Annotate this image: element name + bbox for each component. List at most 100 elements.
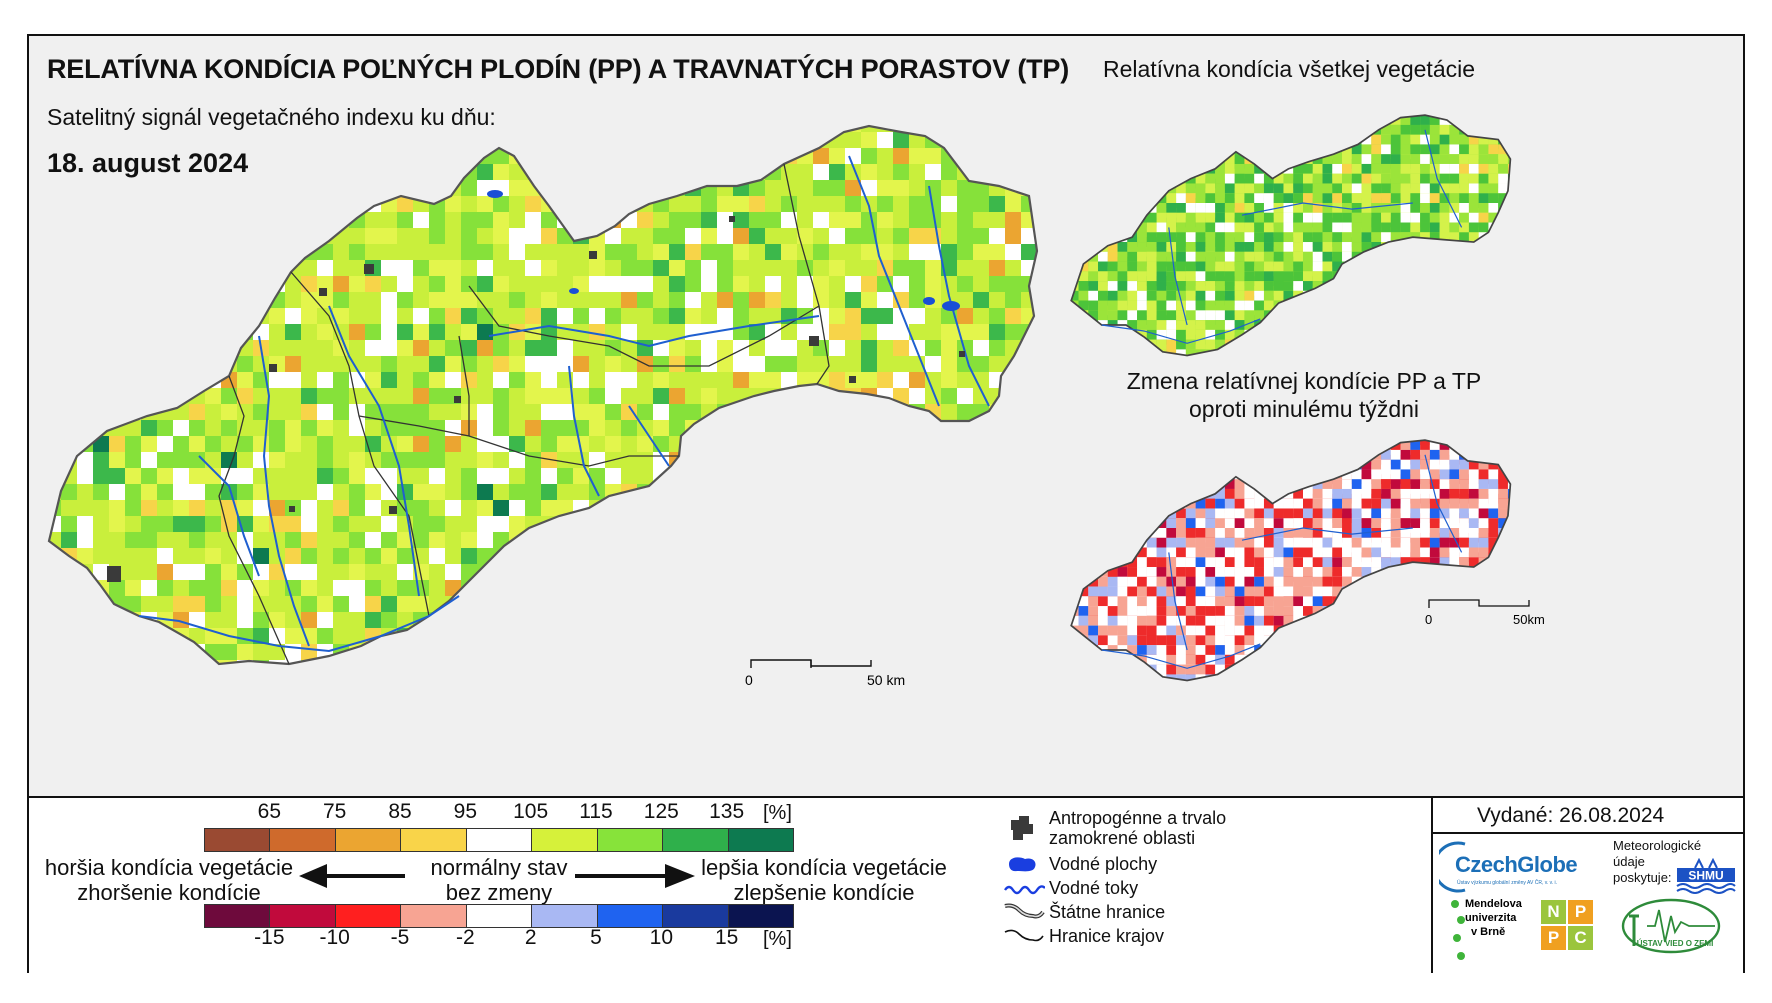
condBar-segment (728, 829, 793, 851)
chgTicks-label: -10 (319, 926, 350, 949)
condBar-segment (401, 829, 467, 851)
left-arrow-icon (299, 864, 405, 888)
chgTicks-label: 10 (649, 926, 674, 949)
uvz-label: ÚSTAV VIED O ZEMI (1637, 939, 1714, 948)
chgTicks-label: -2 (455, 926, 475, 949)
key-state-borders: Štátne hranice (1049, 902, 1166, 922)
chgBar-segment (401, 905, 467, 927)
condition-color-bar (204, 828, 794, 852)
legend-panel: 65 75 85 95 105 115 125 135 [%] horšia kondícia… (29, 796, 1743, 973)
chgBar-segment (728, 905, 793, 927)
condBar-segment (597, 829, 664, 851)
water-stream-icon (1004, 885, 1045, 895)
condTicks-label: 95 (453, 800, 478, 823)
key-region-borders: Hranice krajov (1049, 926, 1165, 946)
inset-scale-bar (1428, 599, 1530, 608)
condTicks-label: 115 (579, 800, 613, 823)
main-scale-bar (750, 659, 872, 668)
chgBar-segment (466, 905, 533, 927)
condTicks-label: 135 (709, 800, 745, 823)
nppc-p1: P (1568, 900, 1593, 924)
water-bodies-main (487, 190, 960, 311)
chgTicks-label: 5 (590, 926, 602, 949)
page-title: RELATÍVNA KONDÍCIA POĽNÝCH PLODÍN (PP) A… (47, 54, 1070, 84)
key-water-bodies: Vodné plochy (1049, 854, 1158, 874)
key-water-streams: Vodné toky (1049, 878, 1139, 898)
condBar-segment (532, 829, 598, 851)
condTicks-label: 65 (257, 800, 282, 823)
condBar-segment (466, 829, 533, 851)
mendel-line-2: univerzita (1465, 912, 1517, 924)
change-unit: [%] (763, 928, 792, 950)
inset-all-vegetation-title: Relatívna kondícia všetkej vegetácie (1102, 56, 1476, 82)
chgBar-segment (663, 905, 729, 927)
page-subtitle: Satelitný signál vegetačného indexu ku d… (47, 104, 496, 130)
chgBar-segment (270, 905, 336, 927)
state-border-icon (1004, 903, 1045, 919)
condTicks-label: 105 (513, 800, 549, 823)
condition-unit: [%] (763, 802, 792, 824)
worse-label-2: zhoršenie kondície (77, 880, 261, 905)
legend-separator (1431, 798, 1433, 973)
meteo-line-2: údaje (1613, 854, 1645, 869)
chgBar-segment (205, 905, 271, 927)
czechglobe-logo-icon (1439, 841, 1466, 893)
better-label-2: zlepšenie kondície (733, 880, 915, 905)
issued-underline (1433, 832, 1743, 834)
key-anthropogenic-2: zamokrené oblasti (1049, 828, 1196, 848)
condBar-segment (205, 829, 271, 851)
nppc-logo: N P P C (1541, 900, 1593, 950)
change-color-bar (204, 904, 794, 928)
meteo-line-1: Meteorologické (1613, 838, 1702, 853)
inset-all-vegetation-map (1070, 114, 1512, 357)
chgBar-segment (532, 905, 598, 927)
chgTicks-label: -5 (390, 926, 410, 949)
key-anthropogenic-1: Antropogénne a trvalo (1049, 808, 1227, 828)
issued-date: Vydané: 26.08.2024 (1477, 804, 1665, 827)
inset-scale-end: 50km (1513, 612, 1545, 627)
nppc-n: N (1541, 900, 1566, 924)
czechglobe-subtitle: Ústav výzkumu globální změny AV ČR, v. v… (1457, 880, 1558, 886)
mendel-logo-icon (1451, 900, 1465, 960)
mendel-line-3: v Brně (1471, 926, 1506, 938)
chgTicks-label: -15 (254, 926, 285, 949)
inset-change-title-line1: Zmena relatívnej kondície PP a TP (1126, 368, 1482, 394)
condBar-segment (663, 829, 729, 851)
region-borders-main (218, 163, 830, 665)
data-date: 18. august 2024 (47, 148, 249, 178)
shmu-label: SHMU (1688, 869, 1723, 883)
condBar-segment (270, 829, 336, 851)
condTicks-label: 85 (388, 800, 412, 823)
condTicks-label: 75 (322, 800, 347, 823)
main-scale-zero: 0 (745, 672, 753, 688)
better-label-1: lepšia kondícia vegetácie (701, 855, 947, 880)
normal-label-1: normálny stav (430, 855, 568, 880)
worse-label-1: horšia kondícia vegetácie (44, 855, 294, 880)
chgBar-segment (597, 905, 664, 927)
water-body-icon (1009, 857, 1036, 872)
main-condition-map (47, 124, 1039, 666)
inset-change-map (1070, 439, 1512, 682)
uvz-logo-icon: ÚSTAV VIED O ZEMI (1621, 898, 1721, 954)
inset-change-title-line2: oproti minulému týždni (1188, 396, 1420, 422)
main-scale-end: 50 km (867, 672, 906, 688)
nppc-c: C (1568, 926, 1593, 950)
meteo-line-3: poskytuje: (1613, 870, 1672, 885)
mendel-line-1: Mendelova (1465, 898, 1522, 910)
anthropogenic-areas-main (107, 216, 965, 582)
map-sheet: RELATÍVNA KONDÍCIA POĽNÝCH PLODÍN (PP) A… (27, 34, 1745, 973)
right-arrow-icon (575, 864, 695, 888)
anthropogenic-icon (1011, 816, 1033, 840)
shmu-logo-icon: SHMU (1676, 858, 1736, 894)
condTicks-label: 125 (643, 800, 679, 823)
normal-label-2: bez zmeny (445, 880, 553, 905)
czechglobe-logo: CzechGlobe (1455, 852, 1578, 877)
condBar-segment (335, 829, 402, 851)
inset-scale-zero: 0 (1425, 612, 1433, 627)
chgTicks-label: 15 (714, 926, 739, 949)
region-border-icon (1004, 929, 1044, 942)
rivers-main (138, 155, 990, 653)
chgTicks-label: 2 (524, 926, 537, 949)
chgBar-segment (335, 905, 402, 927)
nppc-p2: P (1541, 926, 1566, 950)
